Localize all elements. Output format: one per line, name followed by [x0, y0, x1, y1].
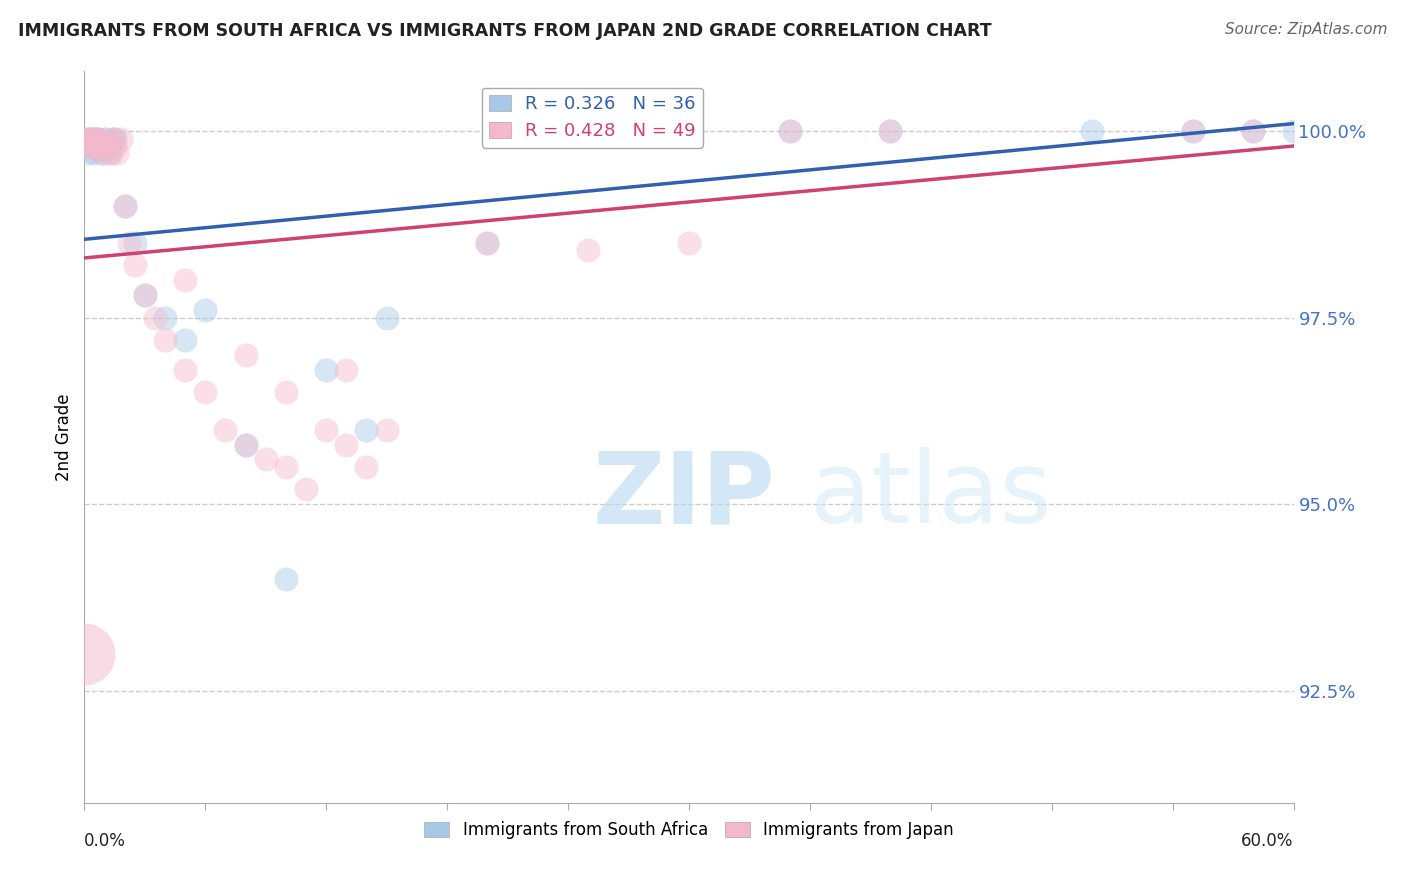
Text: 0.0%: 0.0%	[84, 832, 127, 850]
Point	[254, 452, 277, 467]
Point	[96, 139, 118, 153]
Point	[77, 146, 100, 161]
Point	[93, 131, 115, 145]
Text: IMMIGRANTS FROM SOUTH AFRICA VS IMMIGRANTS FROM JAPAN 2ND GRADE CORRELATION CHAR: IMMIGRANTS FROM SOUTH AFRICA VS IMMIGRAN…	[18, 22, 991, 40]
Point	[576, 244, 599, 258]
Point	[1241, 124, 1264, 138]
Point	[1181, 124, 1204, 138]
Point	[83, 131, 105, 145]
Point	[87, 131, 110, 145]
Point	[75, 131, 97, 145]
Y-axis label: 2nd Grade: 2nd Grade	[55, 393, 73, 481]
Point	[118, 235, 141, 250]
Point	[174, 273, 197, 287]
Text: Source: ZipAtlas.com: Source: ZipAtlas.com	[1225, 22, 1388, 37]
Point	[1081, 124, 1104, 138]
Point	[114, 199, 136, 213]
Point	[77, 131, 100, 145]
Point	[315, 423, 337, 437]
Point	[114, 199, 136, 213]
Point	[678, 235, 700, 250]
Point	[100, 146, 122, 161]
Point	[83, 139, 105, 153]
Point	[79, 131, 101, 145]
Point	[1241, 124, 1264, 138]
Point	[75, 139, 97, 153]
Point	[274, 459, 297, 474]
Point	[97, 139, 120, 153]
Point	[89, 139, 111, 153]
Point	[79, 139, 101, 153]
Point	[235, 348, 257, 362]
Point	[82, 131, 104, 145]
Point	[82, 139, 104, 153]
Point	[194, 303, 217, 318]
Point	[477, 235, 499, 250]
Point	[153, 333, 176, 347]
Point	[477, 235, 499, 250]
Point	[101, 131, 124, 145]
Point	[174, 363, 197, 377]
Point	[86, 139, 108, 153]
Point	[335, 437, 357, 451]
Point	[879, 124, 901, 138]
Point	[1181, 124, 1204, 138]
Point	[124, 259, 146, 273]
Point	[82, 131, 104, 145]
Point	[375, 423, 398, 437]
Point	[83, 131, 105, 145]
Point	[87, 131, 110, 145]
Point	[86, 131, 108, 145]
Point	[83, 146, 105, 161]
Point	[214, 423, 236, 437]
Point	[79, 131, 101, 145]
Point	[79, 139, 101, 153]
Point	[124, 235, 146, 250]
Point	[100, 139, 122, 153]
Point	[110, 131, 132, 145]
Point	[315, 363, 337, 377]
Text: ZIP: ZIP	[592, 447, 775, 544]
Point	[93, 131, 115, 145]
Point	[101, 131, 124, 145]
Point	[779, 124, 801, 138]
Point	[174, 333, 197, 347]
Point	[97, 146, 120, 161]
Point	[104, 131, 127, 145]
Point	[335, 363, 357, 377]
Point	[89, 139, 111, 153]
Point	[96, 139, 118, 153]
Point	[879, 124, 901, 138]
Point	[1282, 124, 1305, 138]
Point	[356, 423, 378, 437]
Point	[235, 437, 257, 451]
Point	[194, 385, 217, 400]
Text: atlas: atlas	[810, 447, 1052, 544]
Point	[356, 459, 378, 474]
Point	[779, 124, 801, 138]
Point	[134, 288, 156, 302]
Point	[105, 146, 128, 161]
Point	[91, 146, 114, 161]
Point	[274, 385, 297, 400]
Point	[143, 310, 166, 325]
Point	[375, 310, 398, 325]
Text: 60.0%: 60.0%	[1241, 832, 1294, 850]
Point	[274, 572, 297, 586]
Point	[73, 647, 96, 661]
Point	[235, 437, 257, 451]
Point	[77, 139, 100, 153]
Point	[91, 146, 114, 161]
Point	[104, 139, 127, 153]
Point	[134, 288, 156, 302]
Point	[86, 131, 108, 145]
Point	[295, 483, 318, 497]
Legend: Immigrants from South Africa, Immigrants from Japan: Immigrants from South Africa, Immigrants…	[418, 814, 960, 846]
Point	[153, 310, 176, 325]
